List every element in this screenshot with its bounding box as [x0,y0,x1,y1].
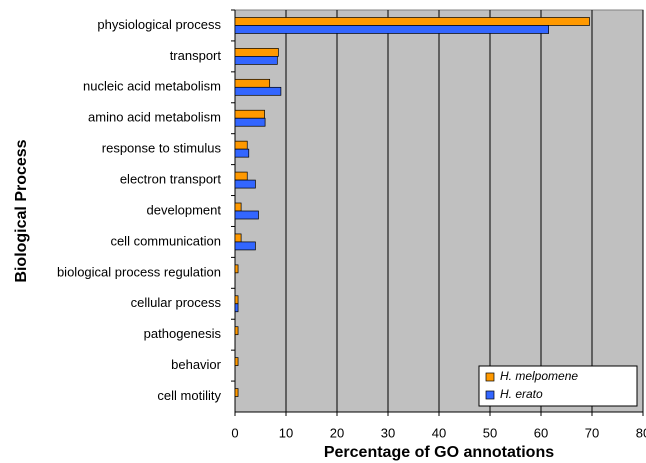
bar [234,48,279,57]
bar [234,86,282,96]
y-tick-label: cell motility [157,388,221,403]
x-axis-title: Percentage of GO annotations [324,444,554,461]
bar [234,326,239,336]
bar [234,295,239,305]
bar [234,25,549,34]
bar [234,357,239,366]
bar [234,171,248,181]
x-tick-label: 40 [432,425,446,440]
bar [234,56,278,65]
bar [234,210,259,220]
bar [234,233,242,243]
legend-box [478,365,638,407]
x-tick-label: 70 [585,425,599,440]
x-tick-label: 20 [330,425,344,440]
x-tick-label: 0 [231,425,238,440]
y-tick-label: behavior [171,357,222,372]
y-tick-label: pathogenesis [144,326,222,341]
bar [234,148,250,158]
y-tick-label: physiological process [97,17,221,32]
bar [234,78,271,88]
bar [234,202,242,212]
y-axis-title: Biological Process [13,139,30,282]
y-tick-label: transport [170,48,222,63]
legend-label: H. erato [500,387,543,401]
y-tick-label: biological process regulation [57,264,221,279]
x-tick-label: 10 [279,425,293,440]
bar [234,241,256,251]
bar [234,303,239,313]
legend-swatch [485,372,495,382]
y-tick-label: nucleic acid metabolism [83,79,221,94]
bar [234,117,266,127]
y-tick-label: cell communication [110,233,221,248]
bar [234,140,248,150]
bar [234,17,590,26]
y-tick-label: development [147,202,222,217]
x-tick-label: 50 [483,425,497,440]
bar [234,388,239,397]
legend-swatch [485,390,495,400]
legend-label: H. melpomene [500,369,578,383]
y-tick-label: electron transport [120,172,222,187]
y-tick-label: cellular process [131,295,222,310]
x-tick-label: 80 [636,425,646,440]
bar [234,109,265,119]
x-tick-label: 60 [534,425,548,440]
y-tick-label: amino acid metabolism [88,110,221,125]
x-tick-label: 30 [381,425,395,440]
y-tick-label: response to stimulus [102,141,222,156]
bar [234,264,239,274]
bar [234,179,256,189]
